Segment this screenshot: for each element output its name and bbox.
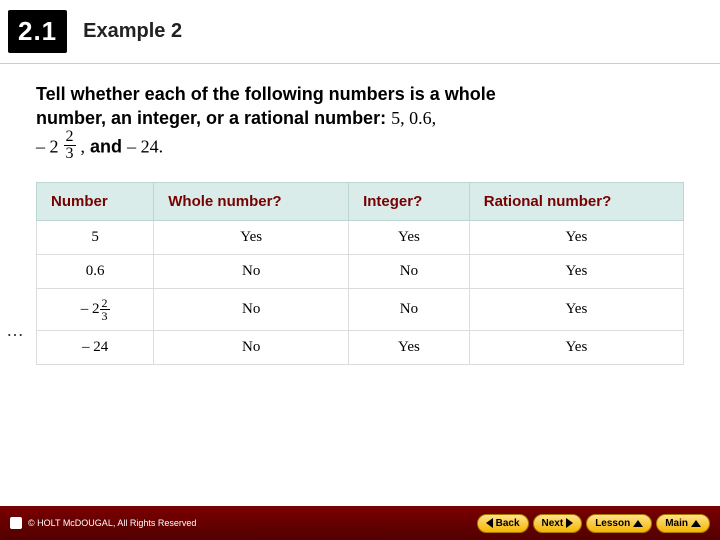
chevron-up-icon (691, 520, 701, 527)
prompt-fraction: 2 3 (64, 129, 76, 162)
col-number: Number (37, 182, 154, 220)
chevron-right-icon (566, 518, 573, 528)
fraction-denominator: 3 (64, 146, 76, 162)
table-header-row: Number Whole number? Integer? Rational n… (37, 182, 684, 220)
cell-integer: Yes (349, 220, 470, 254)
cell-whole: No (154, 254, 349, 288)
cell-number: 0.6 (37, 254, 154, 288)
problem-prompt: Tell whether each of the following numbe… (0, 64, 720, 170)
next-button[interactable]: Next (533, 514, 583, 533)
cell-number: 5 (37, 220, 154, 254)
section-number-badge: 2.1 (8, 10, 67, 53)
table-row: 0.6NoNoYes (37, 254, 684, 288)
classification-table-wrap: Number Whole number? Integer? Rational n… (0, 170, 720, 365)
cell-rational: Yes (469, 254, 683, 288)
lesson-button[interactable]: Lesson (586, 514, 652, 533)
footer-bar: © HOLT McDOUGAL, All Rights Reserved Bac… (0, 506, 720, 540)
prompt-numbers-a: 5, 0.6, (391, 108, 436, 128)
col-rational: Rational number? (469, 182, 683, 220)
example-title: Example 2 (83, 20, 182, 43)
next-label: Next (542, 518, 564, 529)
table-body: 5YesYesYes0.6NoNoYes– 223NoNoYes– 24NoYe… (37, 220, 684, 364)
lesson-label: Lesson (595, 518, 630, 529)
copyright: © HOLT McDOUGAL, All Rights Reserved (10, 517, 196, 529)
table-row: – 24NoYesYes (37, 330, 684, 364)
cell-integer: Yes (349, 330, 470, 364)
chevron-left-icon (486, 518, 493, 528)
main-button[interactable]: Main (656, 514, 710, 533)
prompt-line-1: Tell whether each of the following numbe… (36, 84, 496, 104)
main-label: Main (665, 518, 688, 529)
cell-rational: Yes (469, 288, 683, 330)
classification-table: Number Whole number? Integer? Rational n… (36, 182, 684, 365)
cell-rational: Yes (469, 220, 683, 254)
back-label: Back (496, 518, 520, 529)
cell-integer: No (349, 288, 470, 330)
cell-whole: No (154, 288, 349, 330)
table-row: 5YesYesYes (37, 220, 684, 254)
cell-whole: Yes (154, 220, 349, 254)
prompt-sep: , (81, 136, 86, 156)
prompt-last-num: – 24. (127, 136, 163, 156)
table-row: – 223NoNoYes (37, 288, 684, 330)
cell-number: – 24 (37, 330, 154, 364)
header-bar: 2.1 Example 2 (0, 0, 720, 64)
ellipsis-decor: … (6, 320, 24, 341)
cell-number: – 223 (37, 288, 154, 330)
prompt-mixed-neg: – 2 (36, 136, 59, 156)
col-whole: Whole number? (154, 182, 349, 220)
chevron-up-icon (633, 520, 643, 527)
cell-rational: Yes (469, 330, 683, 364)
copyright-text: © HOLT McDOUGAL, All Rights Reserved (28, 518, 196, 528)
back-button[interactable]: Back (477, 514, 529, 533)
col-integer: Integer? (349, 182, 470, 220)
cell-integer: No (349, 254, 470, 288)
fraction-numerator: 2 (64, 129, 76, 146)
prompt-and: and (90, 136, 122, 156)
prompt-line-2: number, an integer, or a rational number… (36, 108, 386, 128)
publisher-logo-icon (10, 517, 22, 529)
cell-whole: No (154, 330, 349, 364)
footer-nav: Back Next Lesson Main (477, 514, 710, 533)
